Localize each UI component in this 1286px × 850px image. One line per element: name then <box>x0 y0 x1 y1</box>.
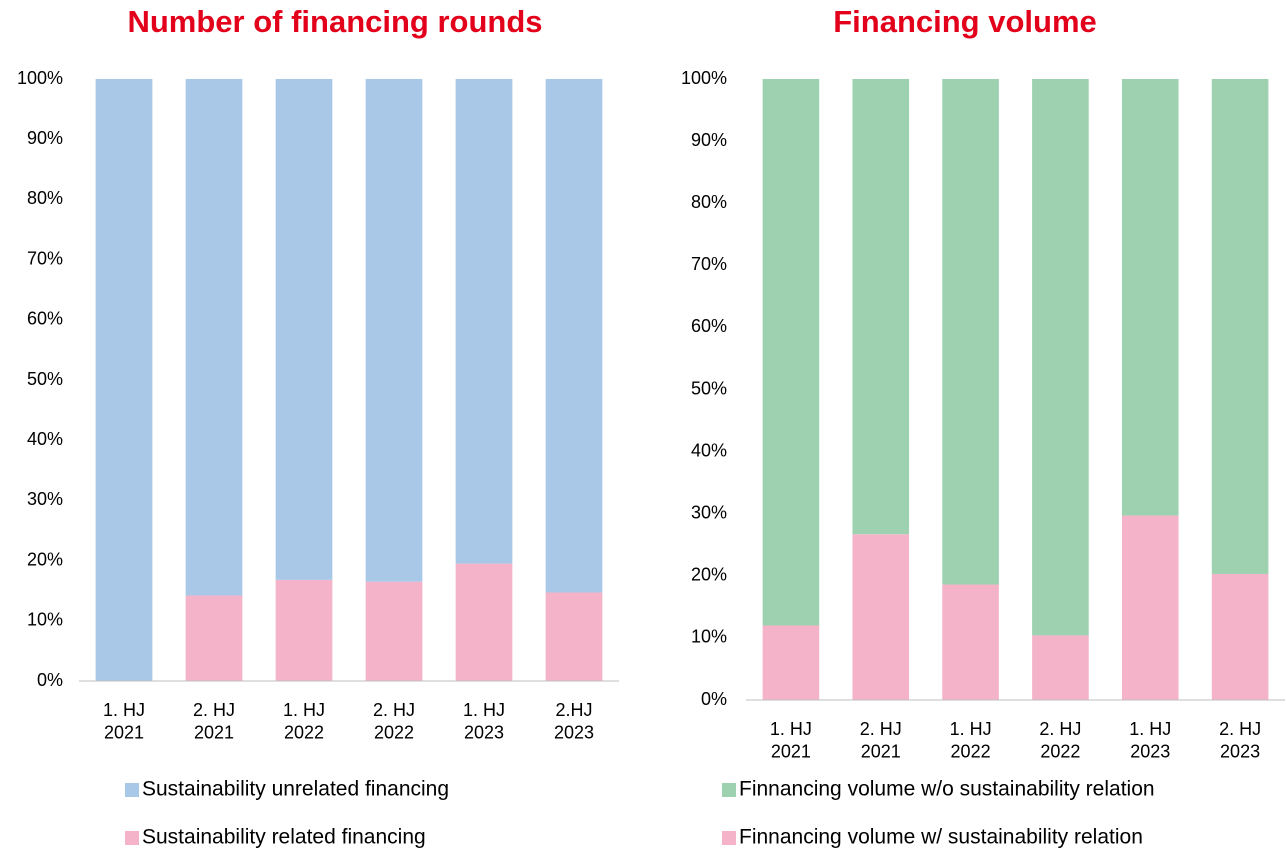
y-tick-label: 100% <box>681 68 727 88</box>
legend-label: Finnancing volume w/ sustainability rela… <box>739 826 1143 849</box>
y-tick-label: 30% <box>27 489 63 509</box>
bar-segment <box>762 625 820 700</box>
bar-segment <box>1121 79 1179 516</box>
y-tick-label: 0% <box>701 689 727 709</box>
bar-segment <box>455 79 513 564</box>
x-tick-label: 2.HJ 2023 <box>554 700 594 743</box>
x-tick-label: 1. HJ 2022 <box>950 719 992 762</box>
x-tick-label: 1. HJ 2021 <box>103 700 145 743</box>
bar-segment <box>1032 79 1089 636</box>
bar-segment <box>545 79 603 593</box>
y-tick-label: 20% <box>27 549 63 569</box>
x-tick-label: 2. HJ 2021 <box>860 719 902 762</box>
bar-segment <box>852 534 910 700</box>
y-tick-label: 30% <box>691 502 727 522</box>
legend-swatch <box>722 783 736 797</box>
y-tick-label: 20% <box>691 565 727 585</box>
bar-segment <box>1211 79 1269 574</box>
bar-segment <box>852 79 910 535</box>
chart-title: Number of financing rounds <box>127 4 542 39</box>
legend-swatch <box>125 783 139 797</box>
bar-segment <box>942 79 999 585</box>
y-tick-label: 70% <box>27 248 63 268</box>
y-tick-label: 0% <box>37 670 63 690</box>
legend-swatch <box>722 831 736 845</box>
y-tick-label: 90% <box>27 128 63 148</box>
bar-segment <box>365 79 423 582</box>
y-tick-label: 10% <box>691 627 727 647</box>
legend-label: Sustainability unrelated financing <box>142 778 449 801</box>
legend-label: Finnancing volume w/o sustainability rel… <box>739 778 1155 801</box>
x-tick-label: 1. HJ 2023 <box>1129 719 1171 762</box>
x-tick-label: 2. HJ 2023 <box>1219 719 1261 762</box>
y-tick-label: 60% <box>27 309 63 329</box>
legend-label: Sustainability related financing <box>142 826 426 849</box>
bar-segment <box>365 581 423 681</box>
y-tick-label: 70% <box>691 254 727 274</box>
bar-segment <box>185 595 243 681</box>
bar-segment <box>95 79 153 681</box>
bar-segment <box>942 584 999 700</box>
y-tick-label: 60% <box>691 316 727 336</box>
y-tick-label: 10% <box>27 610 63 630</box>
y-tick-label: 40% <box>27 429 63 449</box>
x-tick-label: 1. HJ 2022 <box>283 700 325 743</box>
bar-segment <box>1211 573 1269 700</box>
x-tick-label: 2. HJ 2022 <box>373 700 415 743</box>
bar-segment <box>275 79 333 580</box>
y-tick-label: 80% <box>27 188 63 208</box>
y-tick-label: 50% <box>691 378 727 398</box>
chart-title: Financing volume <box>833 4 1097 39</box>
bar-segment <box>455 563 513 681</box>
y-tick-label: 40% <box>691 440 727 460</box>
x-tick-label: 1. HJ 2021 <box>770 719 812 762</box>
y-tick-label: 100% <box>17 68 63 88</box>
bar-segment <box>275 579 333 681</box>
bar-segment <box>1121 515 1179 700</box>
bar-segment <box>545 592 603 681</box>
x-tick-label: 2. HJ 2021 <box>193 700 235 743</box>
y-tick-label: 90% <box>691 130 727 150</box>
y-tick-label: 80% <box>691 192 727 212</box>
bar-segment <box>1032 635 1089 700</box>
x-tick-label: 1. HJ 2023 <box>463 700 505 743</box>
bar-segment <box>185 79 243 596</box>
y-tick-label: 50% <box>27 369 63 389</box>
x-tick-label: 2. HJ 2022 <box>1039 719 1081 762</box>
legend-swatch <box>125 831 139 845</box>
bar-segment <box>762 79 820 626</box>
